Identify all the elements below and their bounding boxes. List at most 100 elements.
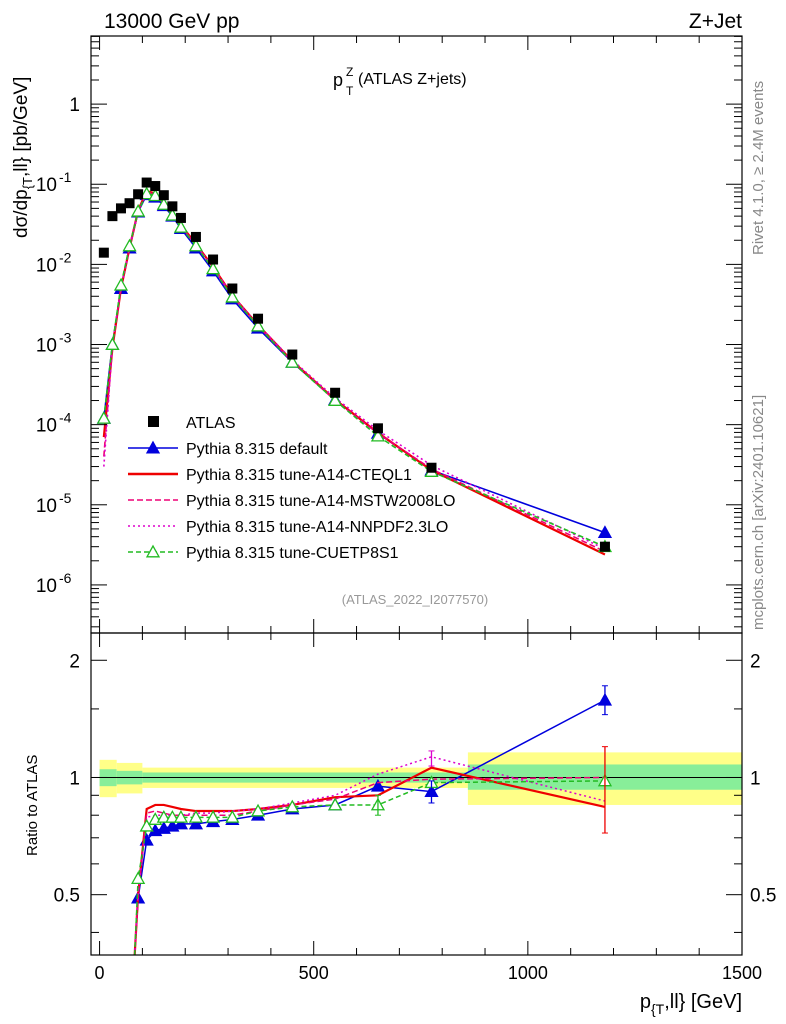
main-y-tick-exponent: -5 bbox=[59, 490, 72, 506]
main-y-axis-label: dσ/dp{T,ll} [pb/GeV] bbox=[11, 77, 35, 238]
main-y-tick-exponent: -3 bbox=[59, 330, 72, 346]
atlas-data-point bbox=[208, 254, 219, 265]
ratio-y-tick-label-right: 0.5 bbox=[750, 886, 776, 907]
ratio-series-point-4 bbox=[205, 810, 221, 823]
ratio-series-point-4 bbox=[188, 810, 204, 823]
legend-label: Pythia 8.315 tune-CUETP8S1 bbox=[186, 545, 399, 562]
main-y-tick-label: 1 bbox=[69, 95, 80, 116]
rivet-label: Rivet 4.1.0, ≥ 2.4M events bbox=[750, 81, 767, 255]
ratio-series-line-0 bbox=[133, 699, 606, 956]
ratio-y-tick-label: 1 bbox=[69, 768, 80, 789]
main-plot-panel: 10 -610 -510 -410 -310 -210 -11 p Z T (ATLAS Z… bbox=[11, 35, 743, 634]
atlas-data-point bbox=[175, 212, 186, 223]
main-plot-marks bbox=[96, 177, 613, 556]
main-series-point-0 bbox=[597, 525, 613, 539]
ratio-series-point-4 bbox=[131, 871, 146, 885]
main-series-point-4 bbox=[165, 207, 180, 221]
ylabel-rest: ,ll} [pb/GeV] bbox=[11, 77, 32, 177]
ylabel-sub: {T bbox=[20, 177, 35, 189]
ratio-series-point-4 bbox=[173, 810, 189, 823]
atlas-data-point bbox=[133, 189, 144, 200]
ratio-series-point-4 bbox=[285, 799, 300, 813]
main-series-point-4 bbox=[131, 203, 146, 217]
legend-marker-atlas bbox=[148, 416, 159, 427]
atlas-data-point bbox=[372, 423, 383, 434]
x-tick-label: 1500 bbox=[722, 963, 762, 983]
mcplots-label: mcplots.cern.ch [arXiv:2401.10621] bbox=[750, 395, 767, 630]
atlas-data-point bbox=[426, 462, 437, 473]
x-tick-label: 0 bbox=[95, 963, 105, 983]
main-y-tick-exponent: -6 bbox=[59, 570, 72, 586]
ratio-plot-panel: 0 500 1000 1500 0.5 0.5 1 1 2 2 Ratio to ATLAS bbox=[24, 632, 776, 983]
ratio-y-tick-label: 2 bbox=[69, 651, 80, 672]
main-y-tick-exponent: -2 bbox=[59, 249, 72, 265]
title-rest: (ATLAS Z+jets) bbox=[358, 71, 467, 88]
plot-title: p bbox=[333, 70, 343, 90]
main-series-point-4 bbox=[250, 318, 266, 332]
ratio-plot-marks bbox=[91, 685, 742, 956]
x-tick-label: 1000 bbox=[508, 963, 548, 983]
title-superscript: Z bbox=[346, 65, 353, 79]
ratio-series-point-4 bbox=[250, 803, 266, 817]
main-series-point-4 bbox=[105, 337, 120, 350]
main-y-tick-label: 10 bbox=[36, 576, 57, 597]
main-y-tick-label: 10 bbox=[36, 255, 57, 276]
xlabel-main: p bbox=[640, 991, 651, 1013]
main-y-tick-label: 10 bbox=[36, 496, 57, 517]
atlas-data-point bbox=[599, 541, 610, 552]
x-tick-label: 500 bbox=[299, 963, 329, 983]
main-y-tick-label: 10 bbox=[36, 416, 57, 437]
main-series-point-4 bbox=[96, 410, 111, 424]
main-y-tick-label: 10 bbox=[36, 175, 57, 196]
ratio-series-point-0 bbox=[370, 778, 386, 792]
ratio-series-line-2 bbox=[133, 776, 605, 956]
energy-label: 13000 GeV pp bbox=[104, 10, 239, 33]
ratio-series-line-1 bbox=[133, 766, 606, 956]
atlas-data-point bbox=[287, 349, 298, 360]
atlas-data-point bbox=[227, 283, 238, 294]
ratio-series-point-0 bbox=[188, 816, 204, 830]
legend-label: Pythia 8.315 tune-A14-CTEQL1 bbox=[186, 467, 412, 484]
ratio-series-point-4 bbox=[165, 810, 180, 823]
legend-label: Pythia 8.315 tune-A14-NNPDF2.3LO bbox=[186, 519, 448, 536]
main-series-point-4 bbox=[225, 289, 240, 303]
main-series-point-4 bbox=[173, 219, 189, 233]
ratio-axis-ticks: 0 500 1000 1500 0.5 0.5 1 1 2 2 bbox=[54, 633, 776, 983]
analysis-id: (ATLAS_2022_I2077570) bbox=[342, 592, 488, 607]
ratio-series-point-4 bbox=[328, 797, 343, 811]
legend: ATLAS Pythia 8.315 default Pythia 8.315 tu… bbox=[128, 415, 455, 562]
legend-marker-0 bbox=[145, 440, 161, 454]
main-axis-ticks: 10 -610 -510 -410 -310 -210 -11 bbox=[36, 35, 743, 633]
atlas-data-point bbox=[115, 203, 126, 214]
main-series-point-4 bbox=[122, 238, 137, 252]
ratio-y-tick-label-right: 2 bbox=[750, 651, 761, 672]
atlas-data-point bbox=[190, 231, 201, 242]
main-series-point-4 bbox=[328, 393, 343, 406]
ratio-y-tick-label: 0.5 bbox=[54, 886, 80, 907]
main-y-tick-exponent: -4 bbox=[59, 410, 72, 426]
atlas-data-point bbox=[98, 247, 109, 258]
legend-label: Pythia 8.315 default bbox=[186, 441, 328, 458]
ratio-y-axis-label: Ratio to ATLAS bbox=[24, 755, 41, 856]
ratio-series-point-4 bbox=[139, 818, 154, 832]
ratio-series-line-3 bbox=[133, 756, 606, 956]
ylabel-main: dσ/dp bbox=[11, 189, 32, 238]
title-subscript: T bbox=[346, 84, 354, 98]
xlabel-rest: ,ll} [GeV] bbox=[664, 991, 742, 1013]
atlas-data-point bbox=[253, 313, 264, 324]
main-series-point-4 bbox=[139, 186, 154, 200]
main-y-tick-exponent: -1 bbox=[59, 169, 72, 185]
main-series-point-4 bbox=[156, 197, 171, 210]
atlas-data-point bbox=[330, 387, 341, 398]
main-series-point-4 bbox=[205, 261, 221, 275]
ratio-plot-frame bbox=[90, 632, 743, 956]
process-label: Z+Jet bbox=[689, 10, 742, 33]
ratio-series-point-0 bbox=[173, 816, 189, 830]
main-series-point-4 bbox=[188, 238, 204, 252]
atlas-data-point bbox=[158, 190, 169, 201]
atlas-data-point bbox=[167, 201, 178, 212]
legend-label: Pythia 8.315 tune-A14-MSTW2008LO bbox=[186, 493, 455, 510]
main-series-point-4 bbox=[285, 354, 300, 368]
main-plot-frame bbox=[90, 35, 743, 634]
